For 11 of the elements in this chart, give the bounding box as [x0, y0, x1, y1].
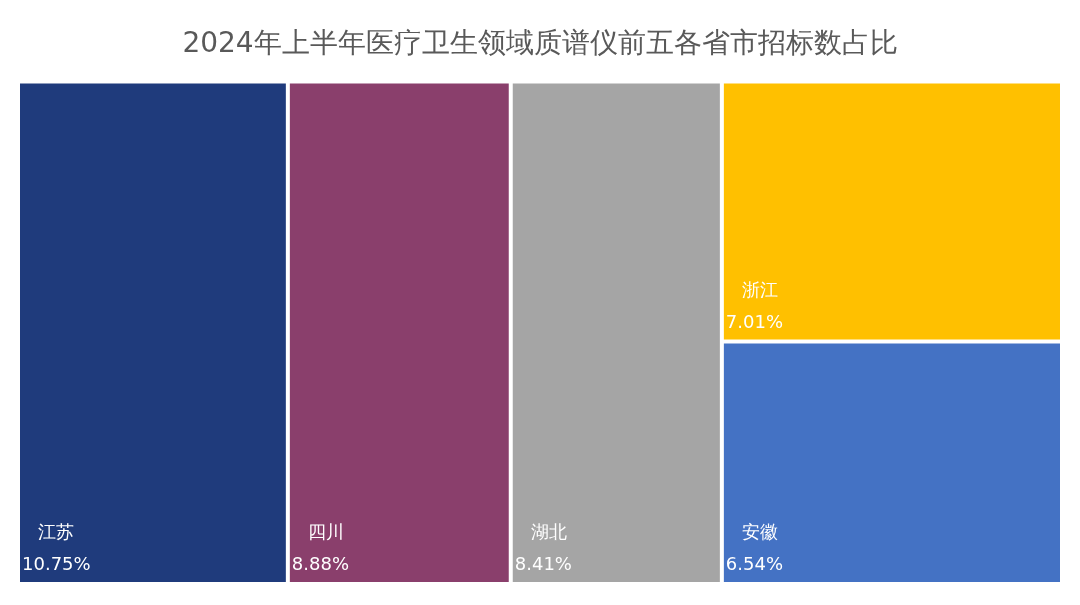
data-label: 8.41%	[514, 553, 572, 574]
text: 2024年上半年医疗卫生领域质谱仪前五各省市招标数占比	[182, 26, 898, 60]
data-label: 7.01%	[725, 310, 784, 332]
data-label: 8.88%	[291, 553, 350, 574]
data-label: 6.54%	[725, 553, 784, 574]
category-label: 江苏	[38, 521, 74, 542]
category-label: 四川	[307, 521, 344, 542]
category-label: 浙江	[741, 278, 778, 300]
category-label: 湖北	[530, 521, 567, 542]
data-label: 10.75%	[22, 553, 91, 574]
category-label: 安徽	[741, 521, 778, 542]
